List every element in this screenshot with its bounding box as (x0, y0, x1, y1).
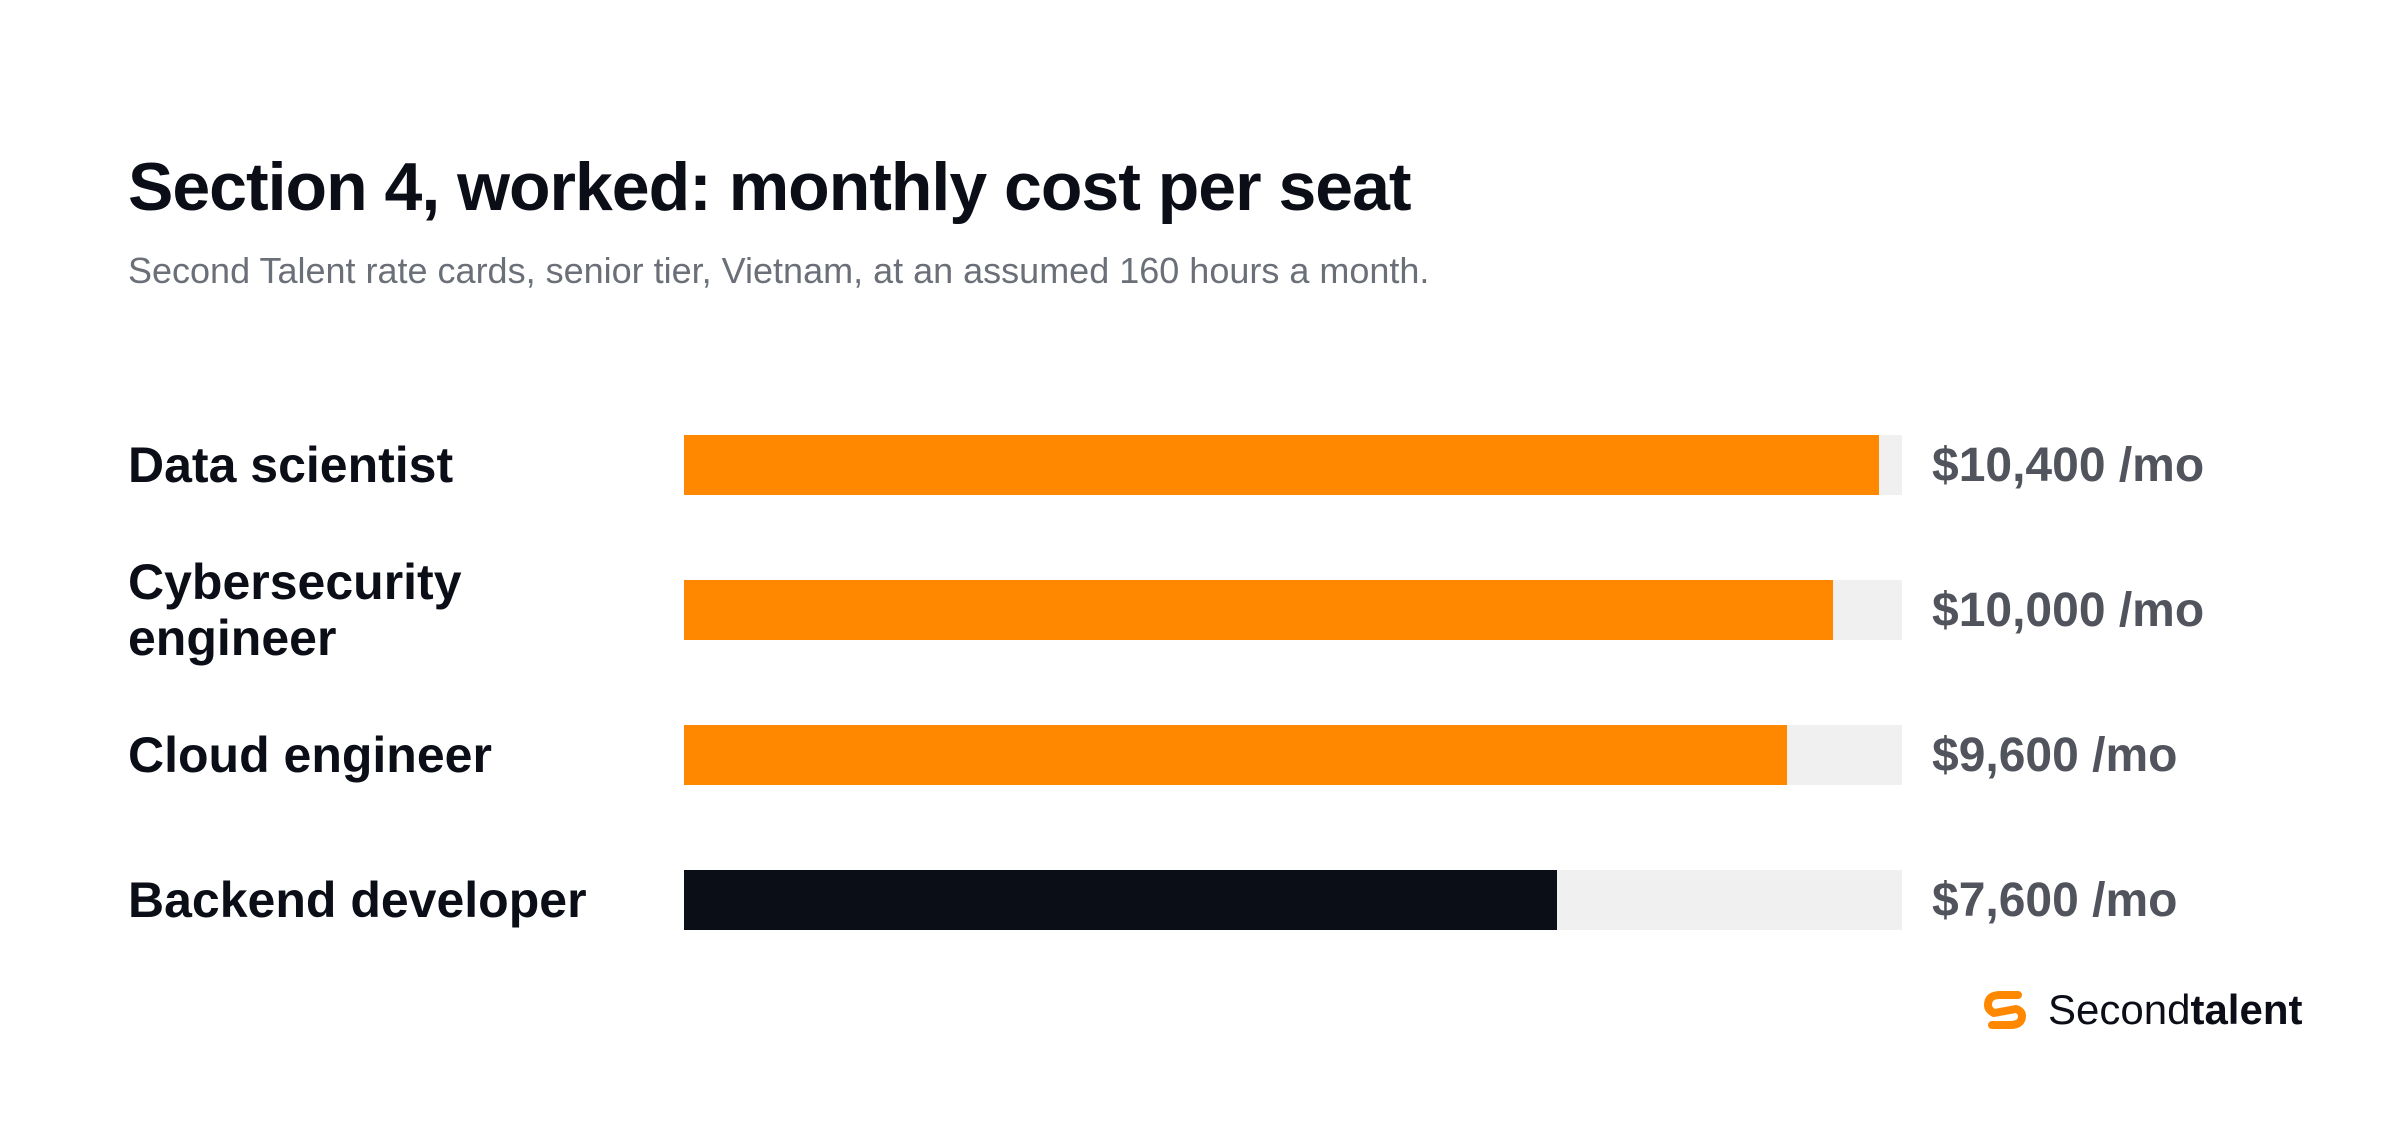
brand-name-regular: Second (2048, 986, 2191, 1033)
bar-row: Data scientist $10,400 /mo (0, 405, 2400, 525)
bar-row: Backend developer $7,600 /mo (0, 840, 2400, 960)
bar-track (684, 870, 1902, 930)
bar (684, 435, 1880, 495)
bar-value-label: $9,600 /mo (1932, 728, 2178, 782)
bar-value-label: $7,600 /mo (1932, 873, 2178, 927)
bar-value-label: $10,400 /mo (1932, 438, 2205, 492)
bar-category-label: Data scientist (128, 437, 454, 493)
bar-category-label: Cloud engineer (128, 727, 492, 783)
bar (684, 580, 1834, 640)
bar-track (684, 435, 1902, 495)
bar-track (684, 725, 1902, 785)
bar (684, 870, 1558, 930)
bar (684, 725, 1788, 785)
bar-value-label: $10,000 /mo (1932, 583, 2205, 637)
brand-logo: Secondtalent (1978, 980, 2302, 1040)
bar-category-label: Cybersecurity engineer (128, 554, 462, 666)
brand-name: Secondtalent (2048, 986, 2302, 1034)
chart-title: Section 4, worked: monthly cost per seat (128, 149, 1412, 225)
bar-category-label: Backend developer (128, 872, 587, 928)
secondtalent-s-icon (1984, 991, 2026, 1029)
bar-track (684, 580, 1902, 640)
bar-row: Cloud engineer $9,600 /mo (0, 695, 2400, 815)
bar-row: Cybersecurity engineer $10,000 /mo (0, 550, 2400, 670)
chart-subtitle: Second Talent rate cards, senior tier, V… (128, 250, 1430, 291)
brand-name-bold: talent (2190, 986, 2303, 1033)
